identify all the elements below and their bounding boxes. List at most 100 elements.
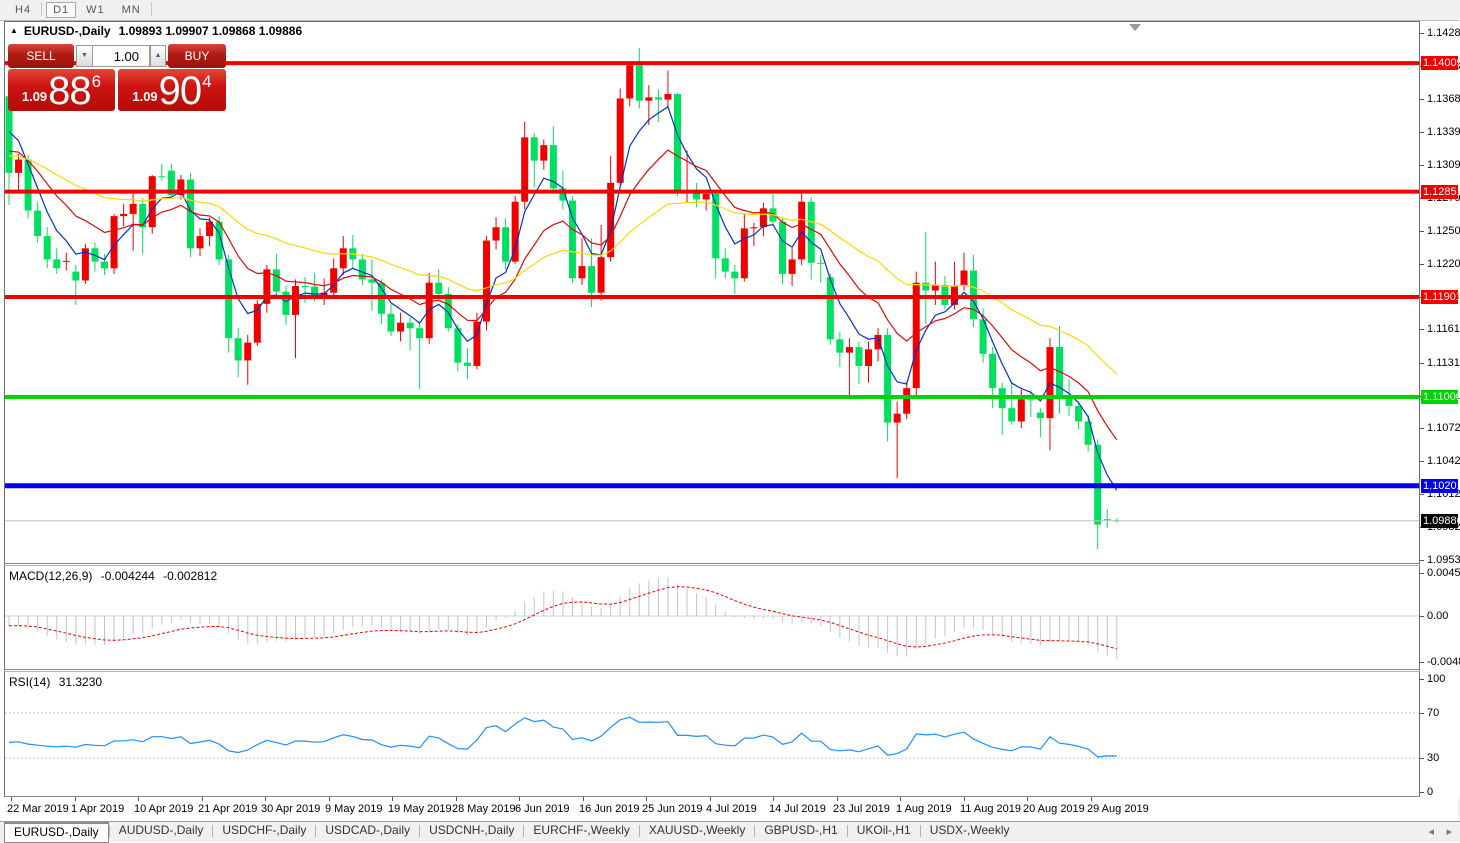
chart-tab-usdcnh-daily[interactable]: USDCNH-,Daily [429, 823, 515, 837]
candle-body [53, 259, 61, 269]
candle-body [568, 200, 576, 279]
candle-body [215, 221, 223, 260]
chart-frame-top [4, 21, 1458, 22]
sell-button[interactable]: SELL [8, 44, 74, 68]
chart-tab-eurusd-daily[interactable]: EURUSD-,Daily [4, 822, 109, 843]
candle-body [941, 284, 949, 305]
price-tick-label: 1.10420 [1427, 455, 1460, 467]
macd-label: MACD(12,26,9) [9, 569, 93, 583]
buy-price-pip: 4 [202, 72, 212, 91]
timeframe-button-d1[interactable]: D1 [46, 2, 77, 18]
candle-body [588, 266, 596, 293]
candle-body [549, 145, 557, 189]
date-tick-mark [1027, 797, 1028, 801]
candle-body [139, 203, 147, 228]
candle-body [196, 236, 204, 249]
date-tick-mark [964, 797, 965, 801]
candle-body [884, 334, 892, 423]
chart-tab-gbpusd-h1[interactable]: GBPUSD-,H1 [764, 823, 838, 837]
candle-body [473, 321, 481, 366]
date-label: 19 May 2019 [388, 803, 452, 815]
date-tick-mark [773, 797, 774, 801]
pane-separator[interactable] [4, 565, 1458, 566]
tabs-scroll-right-icon[interactable]: ▸ [1446, 826, 1452, 838]
pane-separator[interactable] [4, 671, 1458, 672]
pane-separator[interactable] [4, 563, 1458, 564]
price-tick-mark [1420, 33, 1424, 34]
candle-body [903, 388, 911, 414]
candle-body [607, 182, 615, 258]
date-axis[interactable]: 22 Mar 2019 1 Apr 2019 10 Apr 2019 21 Apr 2… [4, 797, 1420, 819]
rsi-tick-mark [1420, 713, 1424, 714]
macd-pane-canvas[interactable] [5, 566, 1419, 668]
toolbar-separator [150, 1, 152, 16]
volume-decrease-button[interactable]: ▼ [76, 45, 92, 67]
candle-body [339, 248, 347, 269]
sell-price-pip: 6 [91, 72, 102, 91]
date-label: 11 Aug 2019 [960, 803, 1021, 815]
candle-body [559, 188, 567, 201]
chart-tab-ukoil-h1[interactable]: UKOil-,H1 [856, 823, 911, 837]
candle-body [186, 179, 194, 249]
candle-body [292, 286, 299, 315]
rsi-value: 31.3230 [58, 675, 103, 689]
chart-tab-xauusd-weekly[interactable]: XAUUSD-,Weekly [648, 823, 746, 837]
chart-tab-usdchf-daily[interactable]: USDCHF-,Daily [222, 823, 307, 837]
timeframe-button-w1[interactable]: W1 [86, 4, 105, 16]
candle-body [253, 303, 261, 343]
collapse-triangle-icon[interactable]: ▲ [10, 26, 18, 35]
tabs-scroll-left-icon[interactable]: ◂ [1428, 826, 1434, 838]
volume-input[interactable] [92, 45, 150, 67]
chart-tab-usdx-weekly[interactable]: USDX-,Weekly [929, 823, 1010, 837]
price-tick-mark [1420, 231, 1424, 232]
chart-shift-marker-icon[interactable] [1129, 24, 1141, 31]
date-tick-mark [11, 797, 12, 801]
candle-body [845, 347, 853, 353]
rsi-pane-canvas[interactable] [5, 673, 1419, 795]
chart-tab-audusd-daily[interactable]: AUDUSD-,Daily [118, 823, 204, 837]
macd-tick-label: 0.004517 [1427, 567, 1460, 579]
date-label: 9 May 2019 [325, 803, 383, 815]
date-label: 28 May 2019 [452, 803, 516, 815]
price-tick-mark [1420, 329, 1424, 330]
sell-price-tile[interactable]: 1.09 88 6 [8, 69, 115, 111]
candle-body [616, 98, 624, 183]
candle-body [922, 282, 930, 291]
chart-frame-left [4, 21, 5, 798]
candle-body [721, 258, 729, 272]
candle-body [454, 328, 462, 363]
timeframe-button-h4[interactable]: H4 [15, 4, 32, 16]
price-tick-mark [1420, 560, 1424, 561]
candle-body [24, 159, 32, 211]
macd-signal-line [8, 586, 1117, 650]
candle-body [635, 65, 643, 101]
date-label: 29 Aug 2019 [1087, 803, 1149, 815]
candle-body [463, 362, 471, 366]
chart-status-line: ▲ EURUSD-,Daily 1.09893 1.09907 1.09868 1.… [10, 24, 302, 38]
volume-increase-button[interactable]: ▲ [150, 45, 166, 67]
candle-body [244, 342, 252, 361]
date-label: 25 Jun 2019 [642, 803, 703, 815]
candle-body [435, 282, 443, 294]
buy-price-tile[interactable]: 1.09 90 4 [118, 69, 226, 111]
sell-price-prefix: 1.09 [21, 89, 48, 104]
price-chart-canvas[interactable] [5, 22, 1419, 562]
date-label: 14 Jul 2019 [769, 803, 826, 815]
price-scale[interactable]: 1.142801.139851.136851.133901.130901.127… [1420, 21, 1460, 798]
chart-tab-usdcad-daily[interactable]: USDCAD-,Daily [325, 823, 411, 837]
timeframe-button-mn[interactable]: MN [121, 4, 141, 16]
tab-separator [315, 824, 317, 837]
candle-body [416, 328, 424, 339]
pane-separator[interactable] [4, 669, 1458, 670]
price-level-label: 1.10201 [1421, 479, 1460, 493]
chart-tab-eurchf-weekly[interactable]: EURCHF-,Weekly [533, 823, 630, 837]
candle-body [931, 284, 939, 291]
date-label: 1 Apr 2019 [71, 803, 125, 815]
candle-body [865, 349, 872, 366]
buy-button[interactable]: BUY [168, 44, 226, 68]
candle-body [788, 259, 796, 274]
candle-body [15, 159, 23, 173]
date-tick-mark [1091, 797, 1092, 801]
macd-signal-value: -0.002812 [163, 569, 218, 583]
candle-body [731, 271, 739, 279]
